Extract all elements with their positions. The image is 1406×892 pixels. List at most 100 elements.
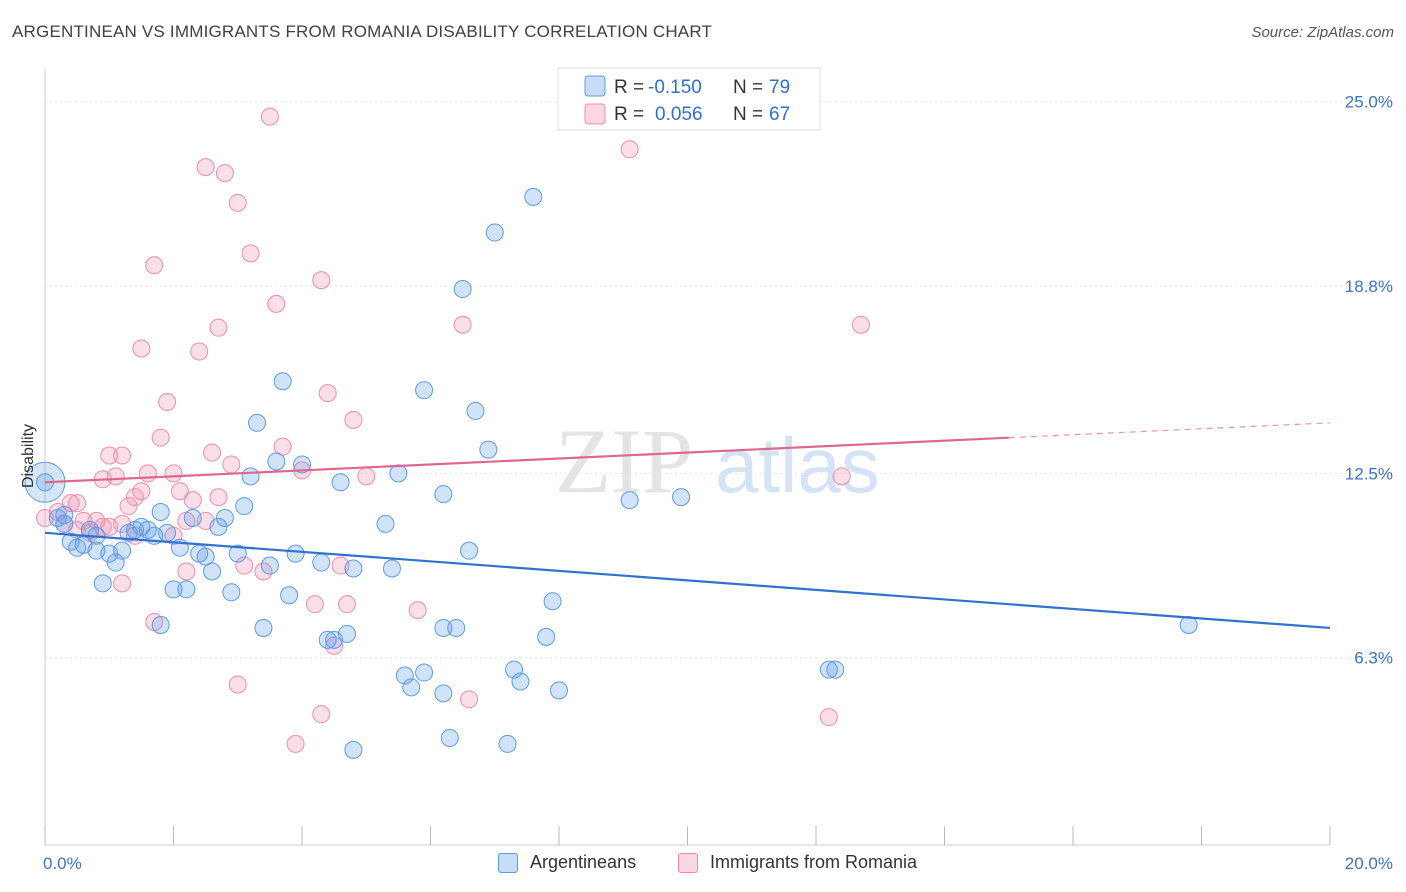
data-point [524,187,543,206]
y-tick-label: 12.5% [1345,464,1393,483]
data-point [344,559,363,578]
data-point [177,580,196,599]
data-point [177,562,196,581]
data-point [215,508,234,527]
data-point [819,660,838,679]
data-point [260,107,279,126]
data-point [100,544,119,563]
x-tick-labels: 0.0% 20.0% [43,854,1393,873]
data-point [620,140,639,159]
legend-n-label-2: N = [733,104,763,125]
data-point [344,410,363,429]
data-point [434,684,453,703]
data-point [170,482,189,501]
data-point [280,586,299,605]
data-point [196,158,215,177]
data-point [68,494,87,513]
data-point [357,467,376,486]
data-point [402,678,421,697]
data-point [453,280,472,299]
data-point [376,514,395,533]
data-point [203,443,222,462]
data-point [222,455,241,474]
data-point [196,547,215,566]
data-point [100,446,119,465]
chart-title: ARGENTINEAN VS IMMIGRANTS FROM ROMANIA D… [12,22,713,41]
legend-label-argentineans: Argentineans [530,852,637,872]
legend-swatch-argentineans [498,852,518,873]
y-tick-labels: 6.3% 12.5% 18.8% 25.0% [1345,93,1393,668]
data-point [434,618,453,637]
data-point [209,318,228,337]
data-point [228,544,247,563]
data-point [106,553,125,572]
trend-lines [44,422,1331,630]
data-point [318,384,337,403]
data-point [485,223,504,242]
data-point [550,681,568,700]
legend-swatch-romania [678,852,698,873]
data-point [254,618,273,637]
data-point [74,511,93,530]
data-point [273,437,292,456]
data-point [164,580,183,599]
y-tick-label: 6.3% [1354,649,1393,668]
legend-r-value-2: 0.056 [655,104,703,125]
data-point [312,271,331,290]
trend-line-romania-extension [1008,422,1331,439]
data-point [305,595,324,614]
data-point [286,734,305,753]
data-point [479,440,498,459]
data-point [55,505,74,524]
trend-line-romania [44,436,1009,484]
data-point [100,517,119,536]
data-point [267,294,286,313]
data-point [440,728,459,747]
data-point [826,660,845,679]
data-point [113,574,132,593]
data-point [832,467,851,486]
data-point [273,372,292,391]
legend-r-label-1: R = [614,77,644,98]
data-point [222,583,241,602]
data-point [498,734,517,753]
legend-item-argentineans: Argentineans [498,852,636,873]
data-point [851,315,870,334]
data-point [620,491,639,510]
legend-n-value-1: 79 [769,77,790,98]
data-point [228,675,247,694]
data-point [158,393,177,412]
data-point [389,464,408,483]
legend-label-romania: Immigrants from Romania [710,852,918,872]
data-point [183,491,202,510]
data-point [132,339,151,358]
x-tick-label: 0.0% [43,854,82,873]
data-point [151,503,170,522]
data-point [537,627,556,646]
source-label: Source: ZipAtlas.com [1251,24,1394,41]
x-tick-label: 20.0% [1345,854,1393,873]
data-point [415,381,434,400]
data-point [61,494,80,513]
data-point [331,473,350,492]
legend-swatch-pink [584,103,606,125]
legend-n-label-1: N = [733,77,763,98]
data-point [312,705,331,724]
data-point [395,666,414,685]
data-point [190,342,209,361]
data-point [466,401,485,420]
data-point [209,488,228,507]
data-point [267,452,286,471]
legend-bottom: Argentineans Immigrants from Romania [0,852,1406,880]
data-point [543,592,562,611]
data-point [228,193,247,212]
data-point [235,497,254,516]
data-point [408,601,427,620]
data-point [286,544,305,563]
data-point [215,164,234,183]
data-point [260,556,279,575]
data-point [235,556,254,575]
legend-top: R = -0.150 N = 79 R = 0.056 N = 67 [557,67,821,131]
data-point [460,541,479,560]
